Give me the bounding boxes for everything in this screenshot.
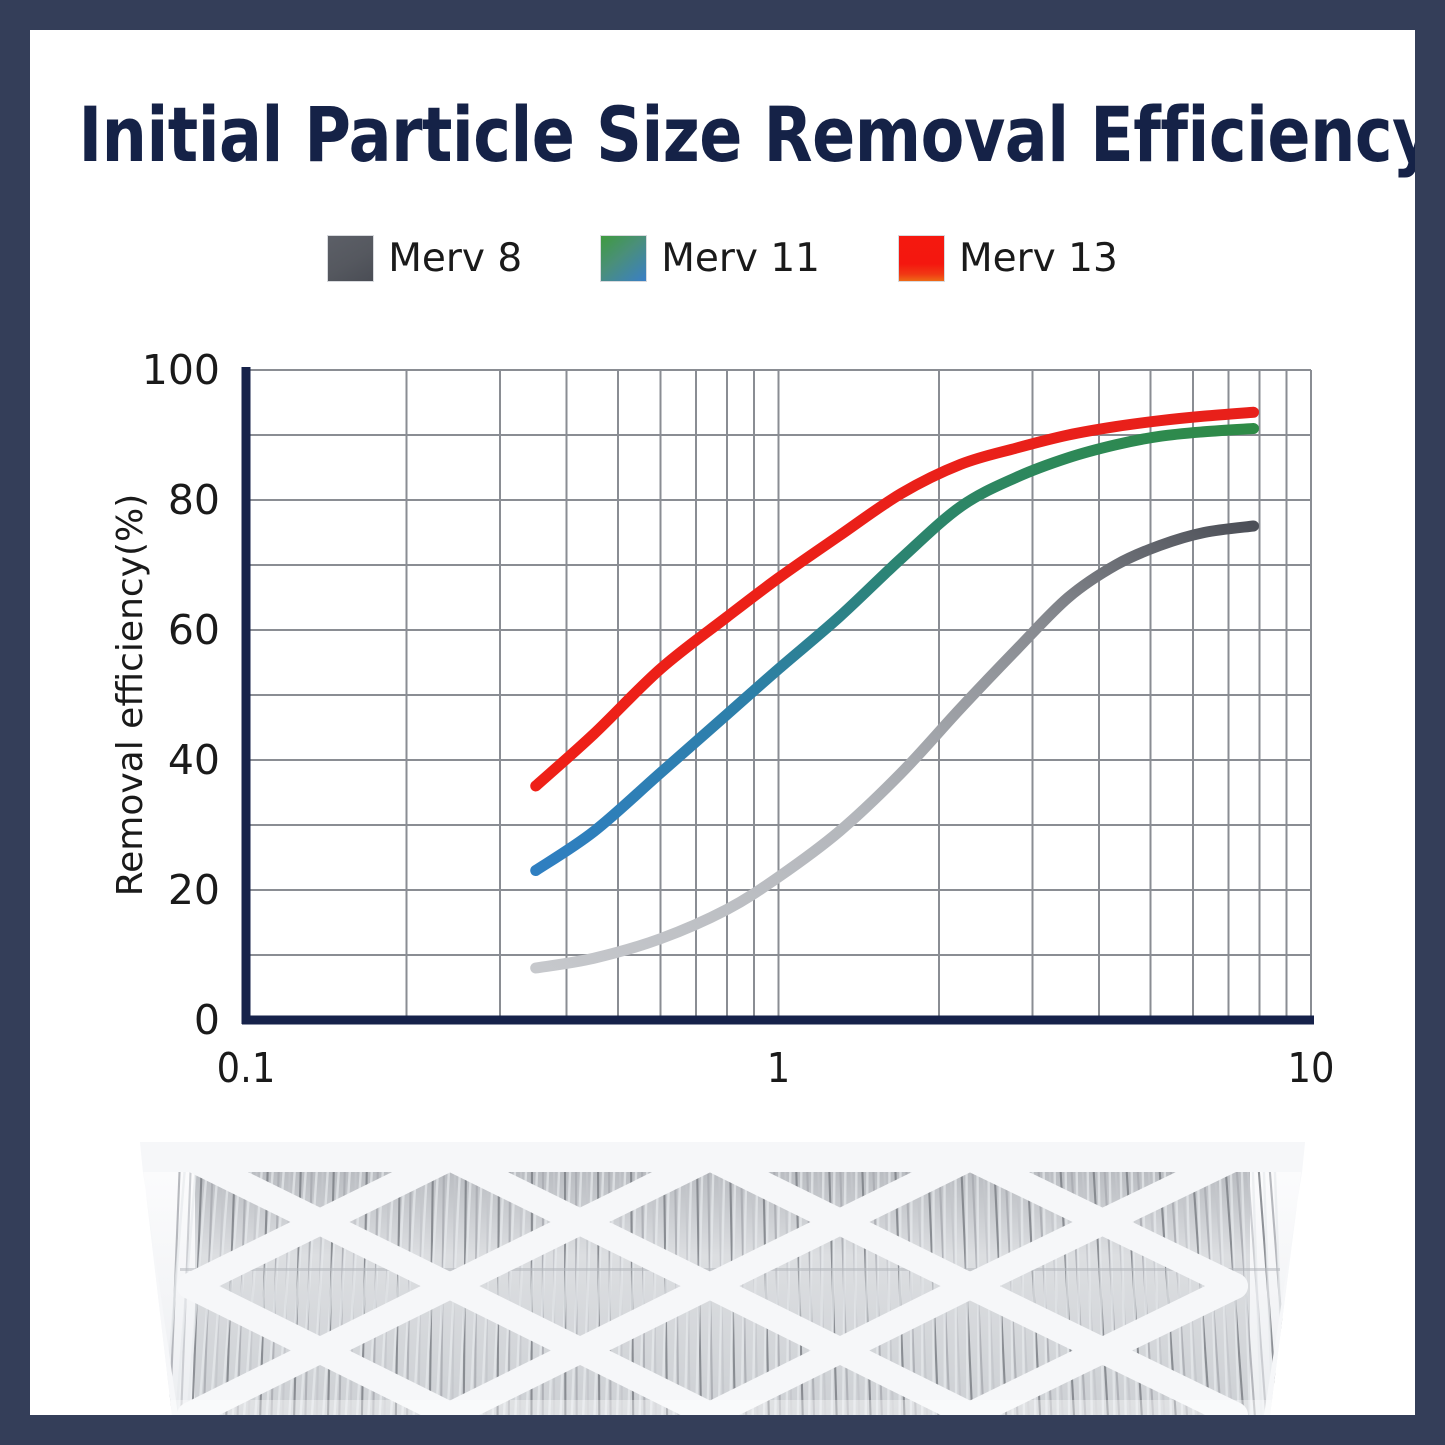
y-tick-label: 100 — [142, 346, 220, 394]
legend-label-merv-8: Merv 8 — [388, 235, 523, 281]
chart-gridlines — [246, 369, 1312, 1020]
color-swatch-icon — [897, 235, 945, 282]
y-tick-label: 20 — [168, 866, 220, 914]
page-title: Initial Particle Size Removal Efficiency — [78, 90, 1415, 179]
removal-efficiency-line-chart: 0 20 40 60 80 100 0.1 1 10 Removal efficiency(%)… — [30, 320, 1415, 1150]
pleated-filter-illustration — [30, 1100, 1415, 1415]
air-filter-photo — [30, 1100, 1415, 1415]
x-tick-label: 1 — [767, 1044, 790, 1092]
x-tick-label: 0.1 — [217, 1044, 276, 1092]
legend-label-merv-11: Merv 11 — [661, 235, 820, 281]
series-line-merv-8 — [530, 520, 1260, 974]
legend-item-merv-13: Merv 13 — [897, 235, 1118, 282]
filter-x-braces — [177, 1145, 1248, 1415]
chart-tick-labels: 0 20 40 60 80 100 0.1 1 10 — [142, 346, 1335, 1092]
color-swatch-icon — [600, 235, 648, 282]
series-line-merv-11 — [530, 423, 1260, 876]
plot-background — [30, 320, 1415, 1150]
photo-bottom-fade — [30, 1400, 1415, 1415]
chart-series — [530, 406, 1260, 974]
content-card: Initial Particle Size Removal Efficiency… — [30, 30, 1415, 1415]
chart-legend: Merv 8 Merv 11 Merv 13 — [30, 235, 1415, 282]
y-tick-label: 80 — [168, 476, 220, 524]
y-axis-label: Removal efficiency(%) — [110, 494, 151, 897]
color-swatch-icon — [327, 235, 375, 282]
x-tick-label: 10 — [1288, 1044, 1335, 1092]
series-line-merv-13 — [530, 406, 1260, 792]
y-tick-label: 60 — [168, 606, 220, 654]
y-tick-label: 40 — [168, 736, 220, 784]
legend-item-merv-11: Merv 11 — [600, 235, 820, 282]
y-tick-label: 0 — [194, 996, 220, 1044]
chart-container: 0 20 40 60 80 100 0.1 1 10 Removal efficiency(%)… — [30, 320, 1415, 1150]
legend-label-merv-13: Merv 13 — [958, 235, 1118, 281]
legend-item-merv-8: Merv 8 — [327, 235, 522, 282]
chart-axes — [241, 367, 1314, 1025]
